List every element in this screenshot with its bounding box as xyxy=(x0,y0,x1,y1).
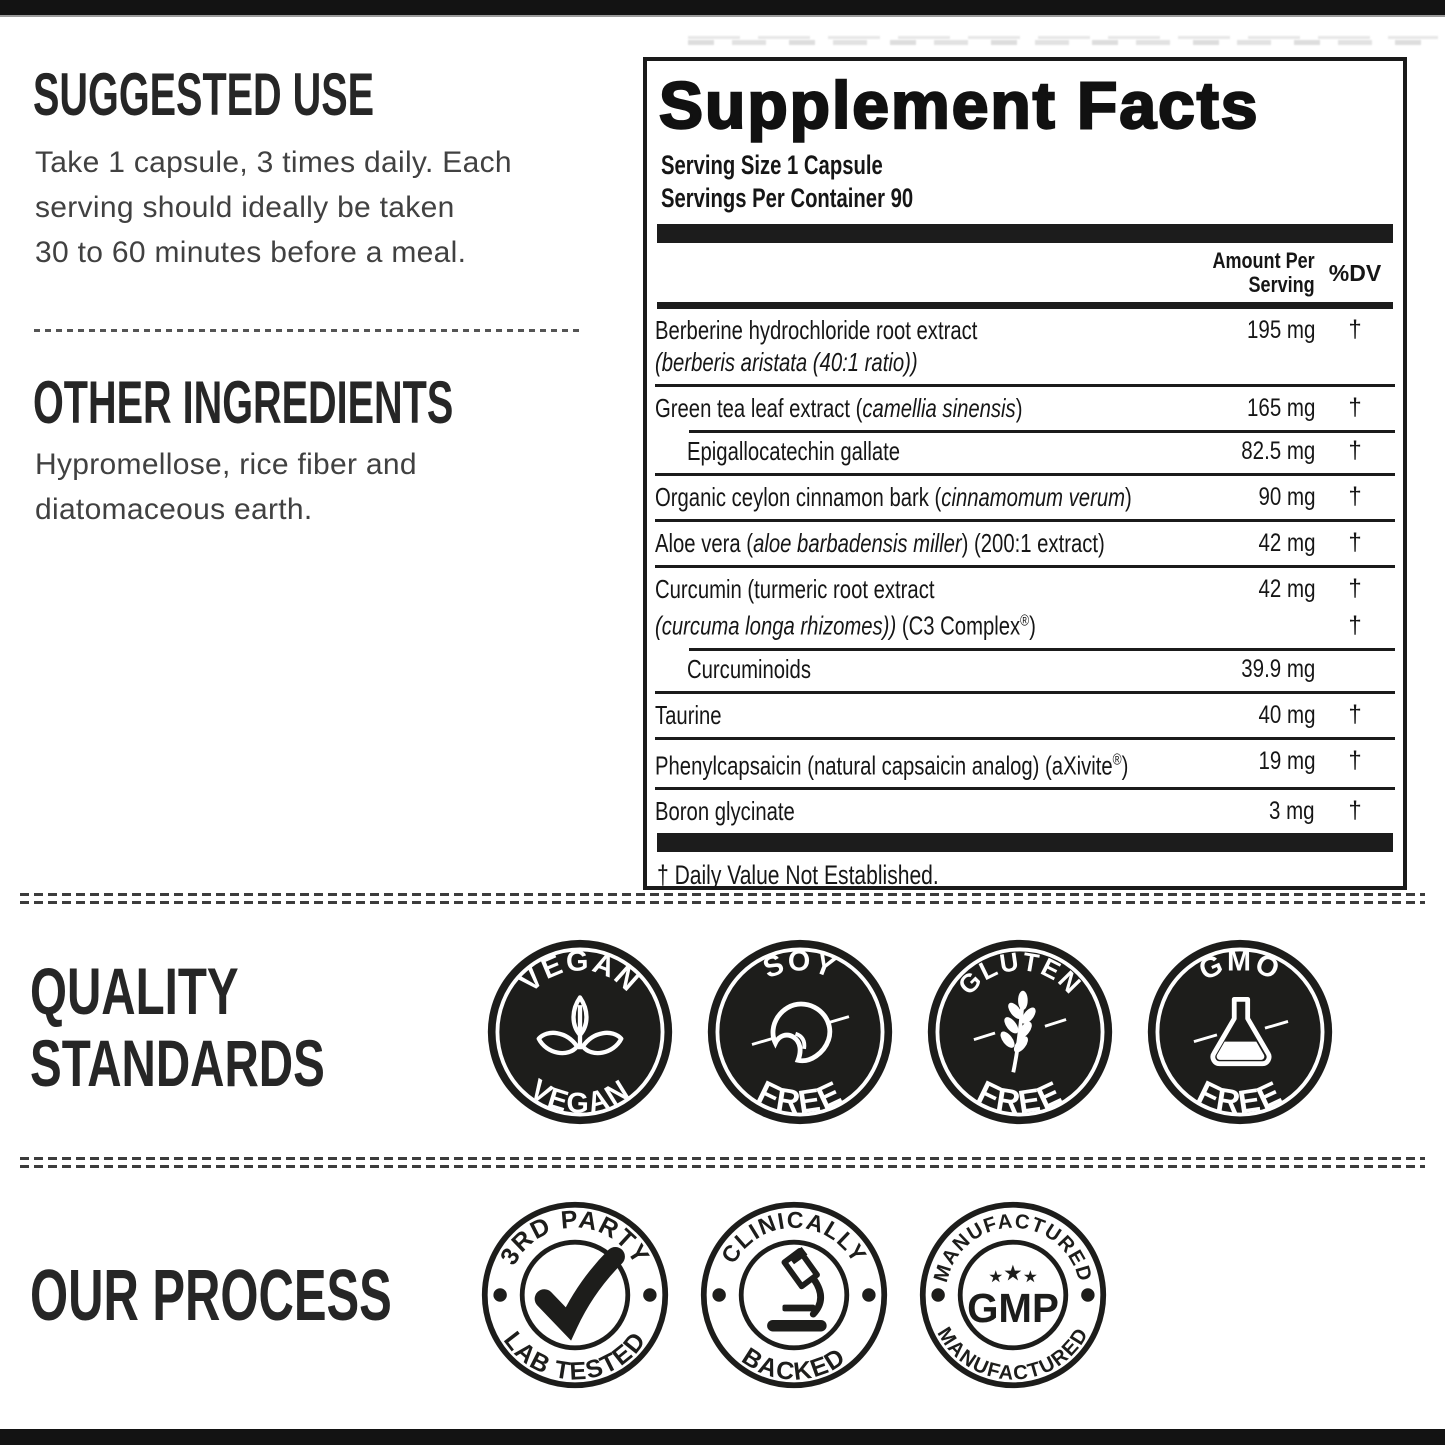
ingredient-name: Boron glycinate xyxy=(655,796,795,827)
badge-gluten-free: GLUTEN FREE xyxy=(927,939,1113,1125)
badge-soy-free: SOY FREE xyxy=(707,939,893,1125)
ingredient-row: Organic ceylon cinnamon bark (cinnamomum… xyxy=(655,473,1395,519)
badge-gmp-manufactured: MANUFACTURED MANUFACTURED ★ ★ ★ GMP xyxy=(919,1201,1107,1389)
badge-lab-tested: 3RD PARTY LAB TESTED xyxy=(481,1201,669,1389)
suggested-use-body: Take 1 capsule, 3 times daily. Each serv… xyxy=(35,140,575,275)
bean-icon xyxy=(751,1001,850,1064)
ingredient-dv: † xyxy=(1348,437,1362,464)
suggested-use-title: SUGGESTED USE xyxy=(33,61,375,128)
ingredient-name: Berberine hydrochloride root extract (ber… xyxy=(655,315,978,377)
ingredient-amount: 19 mg xyxy=(1258,746,1315,775)
gmp-text: GMP xyxy=(967,1285,1059,1331)
ingredient-dv: † xyxy=(1348,394,1362,421)
section-divider-dashed xyxy=(34,329,580,332)
ingredient-row: Boron glycinate 3 mg † xyxy=(655,787,1395,833)
medium-rule xyxy=(657,302,1393,309)
process-badges: 3RD PARTY LAB TESTED CLINICALLY BACKED xyxy=(479,1199,1109,1391)
ingredient-dv: † † xyxy=(1348,575,1362,639)
microscope-icon xyxy=(767,1247,827,1332)
other-ingredients-title: OTHER INGREDIENTS xyxy=(33,369,454,436)
thick-rule xyxy=(657,224,1393,243)
our-process-title: OUR PROCESS xyxy=(30,1256,392,1336)
flask-icon xyxy=(1193,996,1289,1067)
other-ingredients-line: Hypromellose, rice fiber and xyxy=(35,448,417,481)
ingredient-amount: 3 mg xyxy=(1269,797,1315,826)
supplement-facts-panel: Supplement Facts Serving Size 1 Capsule … xyxy=(643,57,1407,890)
badge-clinically-backed: CLINICALLY BACKED xyxy=(700,1201,888,1389)
ingredient-name: Curcuminoids xyxy=(687,653,811,684)
checkmark-icon xyxy=(534,1247,625,1341)
badge-gmo-free: GMO FREE xyxy=(1147,939,1333,1125)
quality-badges: VEGAN VEGAN SOY FREE xyxy=(484,936,1336,1128)
ingredient-amount: 42 mg xyxy=(1258,529,1315,557)
ingredient-row: Curcumin (turmeric root extract (curcuma … xyxy=(655,565,1395,648)
ingredient-name: Aloe vera (aloe barbadensis miller) (200… xyxy=(655,528,1105,558)
ingredient-amount: 82.5 mg xyxy=(1240,437,1315,465)
ingredient-dv: † xyxy=(1348,529,1362,556)
suggested-use-line: 30 to 60 minutes before a meal. xyxy=(35,236,467,269)
cropped-text-artifact xyxy=(688,36,1438,47)
thick-rule xyxy=(657,833,1393,853)
other-ingredients-body: Hypromellose, rice fiber and diatomaceou… xyxy=(35,442,505,532)
ingredient-row: Phenylcapsaicin (natural capsaicin analo… xyxy=(655,736,1395,788)
servings-per-container: Servings Per Container 90 xyxy=(661,183,914,213)
top-crop-bar xyxy=(0,0,1445,17)
section-divider-double-dashed xyxy=(20,893,1425,904)
svg-text:★: ★ xyxy=(1024,1270,1037,1286)
ingredient-row: Taurine 40 mg † xyxy=(655,690,1395,737)
facts-header-row: Amount Per Serving %DV xyxy=(655,243,1395,302)
ingredient-name: Curcumin (turmeric root extract (curcuma … xyxy=(655,574,1036,641)
plant-icon xyxy=(536,995,624,1056)
ingredient-rows: Berberine hydrochloride root extract (ber… xyxy=(655,309,1395,833)
ingredient-name: Taurine xyxy=(655,699,722,730)
ingredient-amount: 165 mg xyxy=(1246,394,1315,422)
ingredient-amount: 40 mg xyxy=(1258,700,1315,729)
supplement-facts-title: Supplement Facts xyxy=(658,67,1260,143)
svg-text:★: ★ xyxy=(1004,1264,1021,1285)
ingredient-dv: † xyxy=(1348,797,1362,825)
ingredient-amount: 90 mg xyxy=(1258,483,1315,511)
gmp-stars-icon: ★ ★ ★ xyxy=(989,1264,1037,1286)
other-ingredients-line: diatomaceous earth. xyxy=(35,493,313,526)
ingredient-dv: † xyxy=(1348,700,1362,728)
ingredient-dv: † xyxy=(1348,746,1362,774)
bottom-crop-bar xyxy=(0,1429,1445,1445)
dv-footnote: † Daily Value Not Established. xyxy=(657,860,939,891)
suggested-use-line: Take 1 capsule, 3 times daily. Each xyxy=(35,146,512,179)
ingredient-row: Green tea leaf extract (camellia sinensi… xyxy=(655,384,1395,430)
quality-standards-title: QUALITY STANDARDS xyxy=(30,954,325,1100)
ingredient-dv: † xyxy=(1348,483,1362,510)
ingredient-dv: † xyxy=(1348,316,1362,343)
wheat-icon xyxy=(973,990,1067,1073)
ingredient-name: Green tea leaf extract (camellia sinensi… xyxy=(655,393,1023,423)
ingredient-dv xyxy=(1315,653,1395,685)
suggested-use-line: serving should ideally be taken xyxy=(35,191,455,224)
serving-size: Serving Size 1 Capsule xyxy=(661,150,883,180)
ingredient-row: Berberine hydrochloride root extract (ber… xyxy=(655,309,1395,384)
ingredient-amount: 195 mg xyxy=(1246,316,1315,344)
amount-per-serving-header: Amount Per Serving xyxy=(1212,248,1315,297)
ingredient-row: Epigallocatechin gallate 82.5 mg † xyxy=(655,430,1395,473)
badge-vegan: VEGAN VEGAN xyxy=(487,939,673,1125)
ingredient-amount: 42 mg xyxy=(1258,575,1315,603)
percent-dv-header: %DV xyxy=(1328,259,1382,286)
ingredient-name: Epigallocatechin gallate xyxy=(687,436,901,466)
svg-text:★: ★ xyxy=(989,1270,1002,1286)
ingredient-name: Phenylcapsaicin (natural capsaicin analo… xyxy=(655,750,1129,781)
ingredient-name: Organic ceylon cinnamon bark (cinnamomum… xyxy=(655,482,1132,512)
ingredient-row: Curcuminoids 39.9 mg xyxy=(655,647,1395,691)
ingredient-row: Aloe vera (aloe barbadensis miller) (200… xyxy=(655,519,1395,565)
section-divider-double-dashed xyxy=(20,1157,1425,1168)
ingredient-amount: 39.9 mg xyxy=(1240,654,1315,683)
